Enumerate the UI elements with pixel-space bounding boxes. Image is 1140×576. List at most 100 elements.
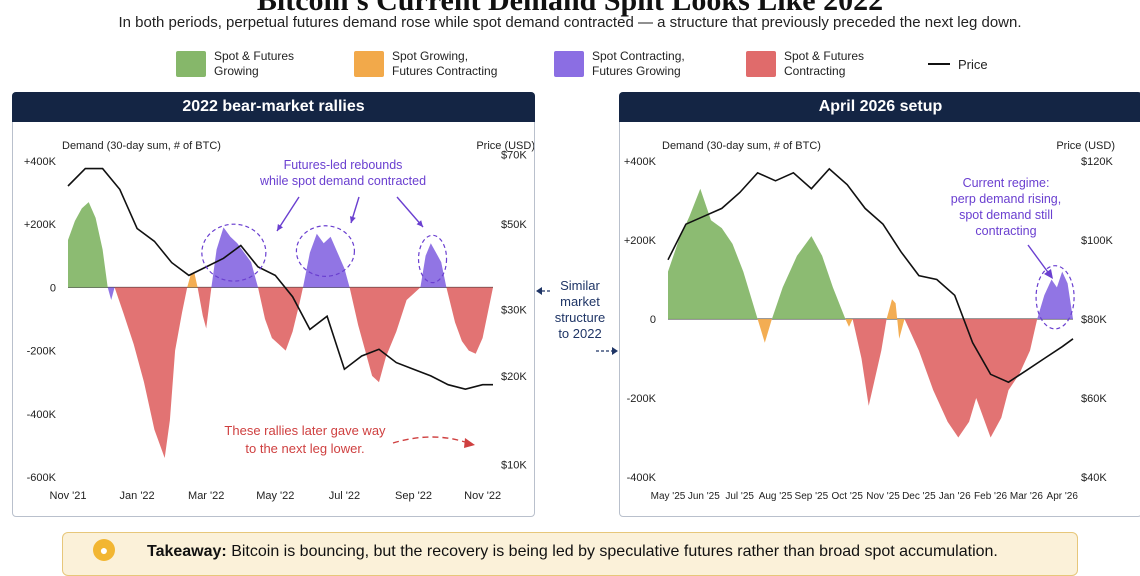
demand-region — [852, 319, 887, 406]
x-tick-label: Aug '25 — [759, 491, 793, 502]
dashed-arrows — [536, 287, 618, 355]
y-tick-label: -600K — [27, 472, 57, 484]
x-tick-label: Feb '26 — [974, 491, 1007, 502]
arrow-head — [416, 220, 423, 227]
demand-region — [107, 287, 115, 300]
similar-text: Similar market structure to 2022 — [554, 278, 606, 341]
y-tick-label: -400K — [27, 409, 57, 421]
demand-region — [420, 243, 447, 288]
y2-tick-label: $50K — [501, 219, 527, 231]
demand-region — [258, 287, 303, 351]
demand-region — [886, 299, 905, 339]
y2-axis-title: Price (USD) — [1056, 140, 1115, 152]
x-tick-label: Dec '25 — [902, 491, 936, 502]
panel-title: April 2026 setup — [619, 92, 1140, 122]
demand-region — [197, 287, 212, 329]
demand-region — [668, 188, 758, 319]
x-tick-label: Mar '26 — [1010, 491, 1043, 502]
dashed-arrow — [392, 436, 469, 444]
demand-region — [211, 227, 259, 288]
x-tick-label: May '25 — [651, 491, 686, 502]
x-tick-label: Jan '22 — [120, 490, 155, 502]
x-tick-label: Jul '22 — [329, 490, 360, 502]
legend-item-futures-growing: Spot Contracting, Futures Growing — [554, 46, 702, 82]
panel-2022: 2022 bear-market rallies Demand (30-day … — [12, 92, 535, 517]
rebound-ellipse — [417, 234, 448, 284]
x-tick-label: Sep '25 — [795, 491, 829, 502]
legend-swatch-purple — [554, 51, 584, 77]
x-tick-label: Nov '25 — [866, 491, 900, 502]
annotation-text: spot demand still — [959, 208, 1053, 222]
x-tick-label: Jan '26 — [939, 491, 971, 502]
x-tick-label: Oct '25 — [832, 491, 864, 502]
demand-region — [187, 271, 198, 288]
arrow-head — [349, 216, 356, 223]
y2-axis-title: Price (USD) — [476, 140, 534, 152]
y-axis-title: Demand (30-day sum, # of BTC) — [62, 140, 221, 152]
legend: Spot & Futures Growing Spot Growing, Futur… — [0, 46, 1140, 82]
panel-2026: April 2026 setup Demand (30-day sum, # o… — [619, 92, 1140, 517]
x-tick-label: Sep '22 — [395, 490, 432, 502]
price-line — [667, 167, 1074, 384]
chart-subtitle: In both periods, perpetual futures deman… — [118, 14, 1022, 31]
demand-region — [114, 287, 188, 458]
demand-region — [68, 202, 108, 288]
legend-item-price: Price — [928, 46, 988, 82]
annotation-text: Current regime: — [963, 176, 1050, 190]
legend-label: Spot & Futures Contracting — [784, 49, 865, 78]
x-tick-label: Jul '25 — [725, 491, 754, 502]
x-tick-label: Nov '21 — [50, 490, 87, 502]
lightbulb-icon: ● — [93, 539, 115, 561]
y2-tick-label: $30K — [501, 305, 527, 317]
arrow-head — [277, 224, 283, 231]
y2-tick-label: $10K — [501, 459, 527, 471]
demand-region — [302, 233, 350, 288]
demand-region — [904, 319, 1038, 438]
legend-item-both-growing: Spot & Futures Growing — [176, 46, 324, 82]
y2-tick-label: $70K — [501, 150, 527, 162]
y2-tick-label: $120K — [1081, 156, 1113, 168]
x-tick-label: Jun '25 — [688, 491, 720, 502]
y2-tick-label: $80K — [1081, 314, 1107, 326]
legend-item-spot-growing: Spot Growing, Futures Contracting — [354, 46, 502, 82]
annotation-text: These rallies later gave way — [224, 423, 386, 438]
price-line — [67, 167, 493, 391]
legend-item-both-contracting: Spot & Futures Contracting — [746, 46, 894, 82]
annotation-text: while spot demand contracted — [259, 174, 426, 188]
y-tick-label: -200K — [27, 346, 57, 358]
y-axis-title: Demand (30-day sum, # of BTC) — [662, 140, 821, 152]
chart-2022: Demand (30-day sum, # of BTC) Price (USD)… — [24, 140, 534, 502]
legend-label: Price — [958, 56, 988, 72]
demand-region — [771, 236, 846, 319]
y-tick-label: +400K — [24, 156, 57, 168]
demand-region — [757, 319, 772, 343]
annotation-text: Futures-led rebounds — [284, 158, 403, 172]
y2-tick-label: $20K — [501, 371, 527, 383]
rebound-ellipse — [295, 225, 356, 277]
similar-structure-note: Similar market structure to 2022 — [536, 278, 620, 368]
y-tick-label: 0 — [650, 314, 656, 326]
annotation-text: contracting — [975, 224, 1036, 238]
rebound-ellipse — [201, 223, 267, 282]
annotation-text: perp demand rising, — [951, 192, 1061, 206]
x-tick-label: Nov '22 — [464, 490, 501, 502]
y-tick-label: -400K — [627, 472, 657, 484]
legend-price-line — [928, 63, 950, 65]
y2-tick-label: $100K — [1081, 235, 1113, 247]
annotation-arrow — [1027, 244, 1051, 276]
chart-2026: Demand (30-day sum, # of BTC) Price (USD)… — [624, 140, 1115, 502]
chart-title: Bitcoin's Current Demand Split Looks Lik… — [256, 0, 884, 17]
x-tick-label: Apr '26 — [1047, 491, 1079, 502]
y-tick-label: +400K — [624, 156, 657, 168]
arrow-head — [464, 438, 475, 448]
y2-tick-label: $40K — [1081, 472, 1107, 484]
demand-region — [1037, 271, 1073, 319]
arrow-head — [1044, 269, 1053, 279]
y-tick-label: +200K — [624, 235, 657, 247]
y-tick-label: -200K — [627, 393, 657, 405]
annotation-text: to the next leg lower. — [245, 441, 364, 456]
y-tick-label: +200K — [24, 219, 57, 231]
legend-swatch-orange — [354, 51, 384, 77]
takeaway-box: ● Takeaway: Bitcoin is bouncing, but the… — [62, 532, 1078, 576]
legend-label: Spot & Futures Growing — [214, 49, 295, 78]
